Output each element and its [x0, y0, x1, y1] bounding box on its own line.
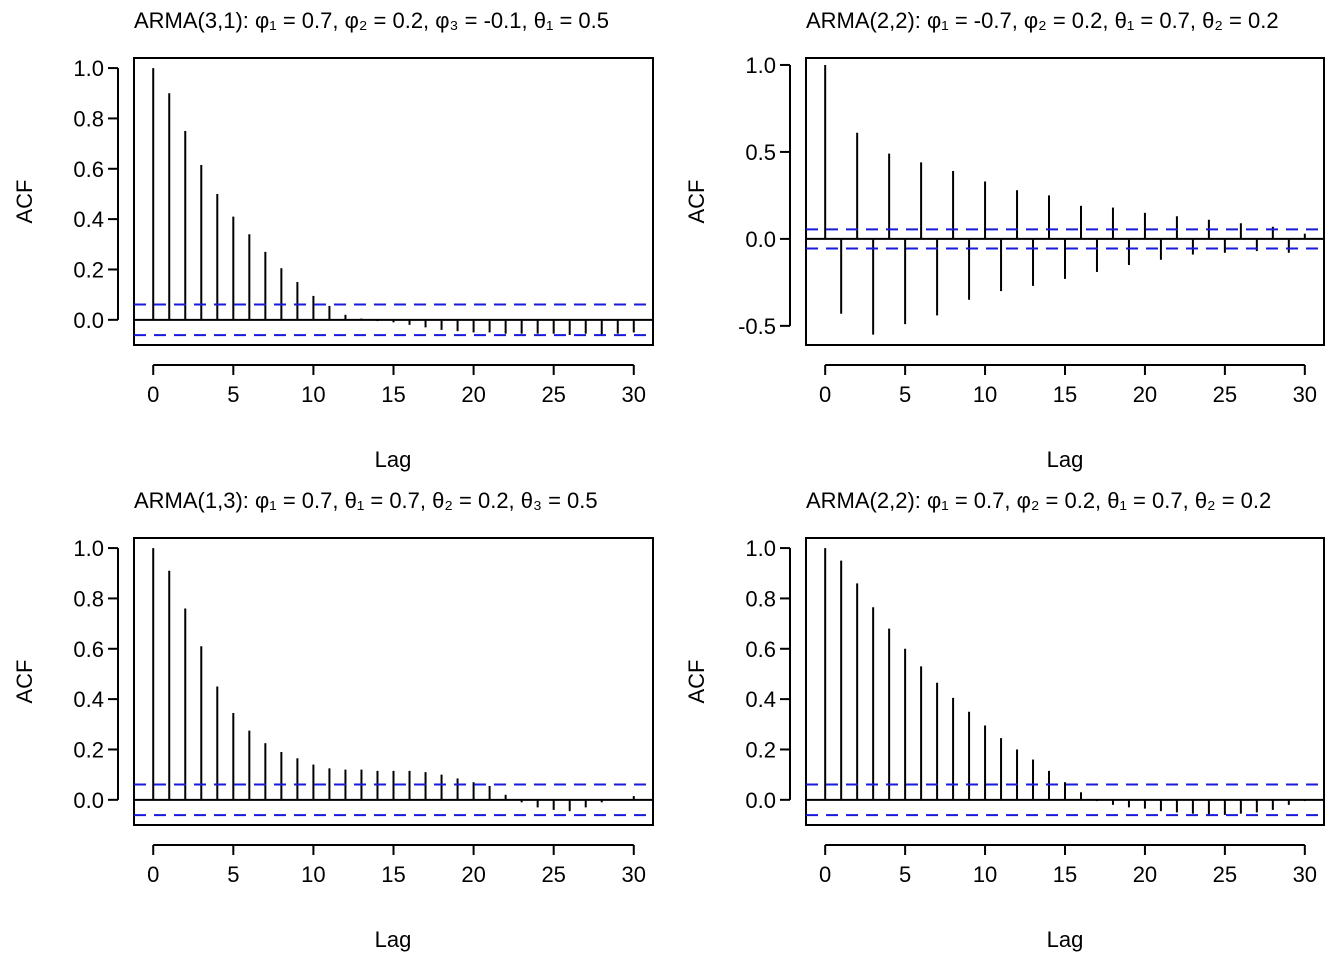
x-tick-label: 0 — [819, 382, 831, 407]
chart-title: ARMA(3,1): φ₁ = 0.7, φ₂ = 0.2, φ₃ = -0.1… — [134, 8, 609, 33]
y-axis-label: ACF — [684, 660, 709, 704]
y-tick-label: 0.5 — [745, 140, 776, 165]
y-tick-label: 0.6 — [73, 157, 104, 182]
y-tick-label: 0.8 — [73, 586, 104, 611]
y-tick-label: 0.2 — [745, 737, 776, 762]
x-axis-label: Lag — [375, 927, 412, 952]
y-tick-label: 1.0 — [745, 53, 776, 78]
y-tick-label: 0.0 — [745, 788, 776, 813]
y-tick-label: 0.8 — [745, 586, 776, 611]
y-tick-label: 0.0 — [73, 308, 104, 333]
y-tick-label: 0.0 — [745, 227, 776, 252]
acf-panel-2: ARMA(2,2): φ₁ = -0.7, φ₂ = 0.2, θ₁ = 0.7… — [684, 8, 1325, 472]
y-tick-label: 1.0 — [73, 536, 104, 561]
chart-title: ARMA(2,2): φ₁ = -0.7, φ₂ = 0.2, θ₁ = 0.7… — [806, 8, 1279, 33]
x-axis-label: Lag — [1047, 447, 1084, 472]
x-tick-label: 25 — [1213, 382, 1237, 407]
plot-frame — [133, 537, 654, 826]
acf-panel-3: ARMA(1,3): φ₁ = 0.7, θ₁ = 0.7, θ₂ = 0.2,… — [12, 488, 654, 952]
y-tick-label: 0.4 — [73, 207, 104, 232]
x-tick-label: 0 — [147, 862, 159, 887]
x-tick-label: 10 — [301, 382, 325, 407]
y-tick-label: 1.0 — [745, 536, 776, 561]
x-tick-label: 30 — [1293, 862, 1317, 887]
acf-panel-4: ARMA(2,2): φ₁ = 0.7, φ₂ = 0.2, θ₁ = 0.7,… — [684, 488, 1325, 952]
plot-frame — [805, 537, 1325, 826]
y-tick-label: 0.6 — [745, 637, 776, 662]
x-tick-label: 10 — [973, 382, 997, 407]
x-tick-label: 0 — [819, 862, 831, 887]
x-tick-label: 15 — [1053, 382, 1077, 407]
y-axis-label: ACF — [12, 660, 37, 704]
y-tick-label: 0.6 — [73, 637, 104, 662]
y-tick-label: 1.0 — [73, 56, 104, 81]
x-tick-label: 25 — [541, 382, 565, 407]
y-axis-label: ACF — [12, 180, 37, 224]
y-tick-label: 0.4 — [73, 687, 104, 712]
x-tick-label: 25 — [1213, 862, 1237, 887]
x-tick-label: 20 — [461, 862, 485, 887]
x-tick-label: 25 — [541, 862, 565, 887]
x-tick-label: 10 — [973, 862, 997, 887]
x-tick-label: 5 — [227, 862, 239, 887]
x-tick-label: 5 — [899, 382, 911, 407]
plot-frame — [133, 57, 654, 346]
x-axis-label: Lag — [1047, 927, 1084, 952]
x-tick-label: 10 — [301, 862, 325, 887]
x-tick-label: 5 — [899, 862, 911, 887]
x-tick-label: 30 — [622, 862, 646, 887]
y-tick-label: 0.8 — [73, 106, 104, 131]
x-tick-label: 30 — [622, 382, 646, 407]
plot-frame — [805, 57, 1325, 346]
acf-panel-1: ARMA(3,1): φ₁ = 0.7, φ₂ = 0.2, φ₃ = -0.1… — [12, 8, 654, 472]
x-tick-label: 20 — [1133, 382, 1157, 407]
x-tick-label: 20 — [461, 382, 485, 407]
x-tick-label: 15 — [381, 382, 405, 407]
chart-title: ARMA(1,3): φ₁ = 0.7, θ₁ = 0.7, θ₂ = 0.2,… — [134, 488, 598, 513]
x-axis-label: Lag — [375, 447, 412, 472]
y-tick-label: 0.2 — [73, 737, 104, 762]
y-tick-label: -0.5 — [738, 314, 776, 339]
x-tick-label: 15 — [381, 862, 405, 887]
y-axis-label: ACF — [684, 180, 709, 224]
x-tick-label: 20 — [1133, 862, 1157, 887]
x-tick-label: 5 — [227, 382, 239, 407]
x-tick-label: 0 — [147, 382, 159, 407]
y-tick-label: 0.2 — [73, 257, 104, 282]
x-tick-label: 15 — [1053, 862, 1077, 887]
y-tick-label: 0.0 — [73, 788, 104, 813]
y-tick-label: 0.4 — [745, 687, 776, 712]
chart-title: ARMA(2,2): φ₁ = 0.7, φ₂ = 0.2, θ₁ = 0.7,… — [806, 488, 1271, 513]
x-tick-label: 30 — [1293, 382, 1317, 407]
